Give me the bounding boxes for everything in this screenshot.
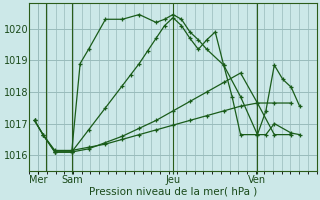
X-axis label: Pression niveau de la mer( hPa ): Pression niveau de la mer( hPa ) (89, 187, 257, 197)
